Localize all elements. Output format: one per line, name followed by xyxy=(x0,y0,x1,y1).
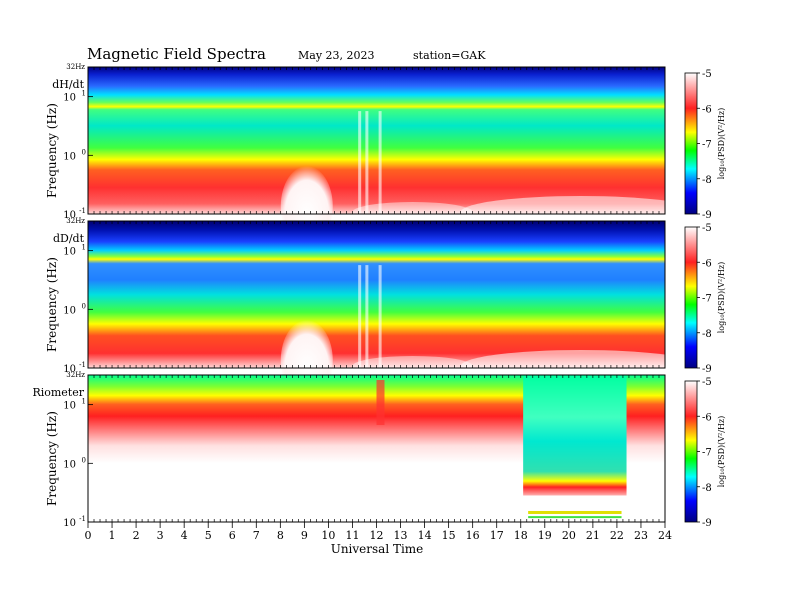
colorbar-tick-label: -9 xyxy=(702,210,712,221)
date-label: May 23, 2023 xyxy=(298,49,375,62)
top-frequency-label: 32Hz xyxy=(66,217,85,225)
colorbar-tick-label: -6 xyxy=(702,412,712,423)
y-tick-label: 10 xyxy=(63,151,76,162)
x-tick-label: 17 xyxy=(490,529,504,542)
x-tick-label: 19 xyxy=(538,529,552,542)
x-tick-label: 15 xyxy=(442,529,456,542)
colorbar-tick-label: -8 xyxy=(702,483,712,494)
x-axis-label: Universal Time xyxy=(331,542,424,556)
x-tick-label: 22 xyxy=(610,529,624,542)
station-label: station=GAK xyxy=(413,49,486,62)
storm-band xyxy=(528,516,622,519)
colorbar-tick-label: -7 xyxy=(702,140,712,151)
y-tick-exponent: 0 xyxy=(82,302,86,310)
x-tick-label: 4 xyxy=(181,529,188,542)
y-tick-exponent: -1 xyxy=(79,515,86,523)
y-tick-exponent: 0 xyxy=(82,456,86,464)
y-tick-exponent: 1 xyxy=(82,398,86,406)
x-tick-label: 18 xyxy=(514,529,528,542)
colorbar-tick-label: -6 xyxy=(702,258,712,269)
burst-streak xyxy=(365,265,369,368)
x-tick-label: 2 xyxy=(133,529,140,542)
burst-streak xyxy=(378,265,382,368)
x-tick-label: 1 xyxy=(109,529,116,542)
y-tick-label: 10 xyxy=(63,247,76,258)
burst-streak xyxy=(376,380,385,425)
x-tick-label: 13 xyxy=(394,529,408,542)
x-tick-label: 10 xyxy=(321,529,335,542)
colorbar-tick-label: -6 xyxy=(702,104,712,115)
colorbar-tick-label: -9 xyxy=(702,364,712,375)
burst-streak xyxy=(365,111,369,214)
top-frequency-label: 32Hz xyxy=(66,371,85,379)
y-tick-label: 10 xyxy=(63,305,76,316)
colorbar-label: log₁₀(PSD)(V²/Hz) xyxy=(717,108,726,180)
x-tick-label: 16 xyxy=(466,529,480,542)
spectrogram-image xyxy=(88,67,665,214)
x-tick-label: 12 xyxy=(370,529,384,542)
x-axis: 0 1 2 3 4 5 6 7 8 9 10 11 12 13 14 15 16 17 18 19 20 21 22 23 24 xyxy=(85,522,672,542)
x-tick-label: 0 xyxy=(85,529,92,542)
x-tick-label: 20 xyxy=(562,529,576,542)
y-tick-label: 10 xyxy=(63,518,76,529)
x-tick-label: 5 xyxy=(205,529,212,542)
x-tick-label: 8 xyxy=(277,529,284,542)
storm-band xyxy=(528,510,622,514)
colorbar xyxy=(684,380,698,523)
colorbar-label: log₁₀(PSD)(V²/Hz) xyxy=(717,416,726,488)
x-tick-label: 3 xyxy=(157,529,164,542)
panel-name: Riometer xyxy=(32,386,84,399)
y-axis-label: Frequency (Hz) xyxy=(45,103,59,198)
colorbar-label: log₁₀(PSD)(V²/Hz) xyxy=(717,262,726,334)
colorbar-tick-label: -5 xyxy=(702,223,712,234)
y-tick-exponent: 1 xyxy=(82,244,86,252)
colorbar-tick-label: -5 xyxy=(702,377,712,388)
spectrogram-image xyxy=(88,221,665,368)
x-tick-label: 21 xyxy=(586,529,600,542)
x-tick-label: 24 xyxy=(658,529,672,542)
burst-streak xyxy=(378,111,382,214)
storm-region xyxy=(523,375,627,496)
y-tick-label: 10 xyxy=(63,210,76,221)
y-tick-label: 10 xyxy=(63,401,76,412)
y-tick-exponent: 0 xyxy=(82,148,86,156)
y-axis-label: Frequency (Hz) xyxy=(45,257,59,352)
x-tick-label: 6 xyxy=(229,529,236,542)
x-tick-label: 23 xyxy=(634,529,648,542)
x-tick-label: 7 xyxy=(253,529,260,542)
x-tick-label: 9 xyxy=(301,529,308,542)
colorbar-tick-label: -8 xyxy=(702,329,712,340)
x-tick-label: 11 xyxy=(345,529,359,542)
y-tick-exponent: -1 xyxy=(79,361,86,369)
colorbar-tick-label: -5 xyxy=(702,69,712,80)
y-tick-label: 10 xyxy=(63,93,76,104)
panel-name: dD/dt xyxy=(53,232,85,245)
y-tick-exponent: 1 xyxy=(82,90,86,98)
colorbar xyxy=(684,72,698,215)
chart-title: Magnetic Field Spectra xyxy=(87,45,266,63)
y-tick-label: 10 xyxy=(63,364,76,375)
colorbar-tick-label: -8 xyxy=(702,175,712,186)
top-frequency-label: 32Hz xyxy=(66,63,85,71)
burst-streak xyxy=(358,265,362,368)
colorbar-tick-label: -7 xyxy=(702,448,712,459)
burst-streak xyxy=(358,111,362,214)
x-tick-label: 14 xyxy=(418,529,432,542)
y-tick-label: 10 xyxy=(63,459,76,470)
colorbar xyxy=(684,226,698,369)
colorbar-tick-label: -9 xyxy=(702,518,712,529)
y-tick-exponent: -1 xyxy=(79,207,86,215)
colorbar-tick-label: -7 xyxy=(702,294,712,305)
panel-name: dH/dt xyxy=(52,78,84,91)
y-axis-label: Frequency (Hz) xyxy=(45,411,59,506)
